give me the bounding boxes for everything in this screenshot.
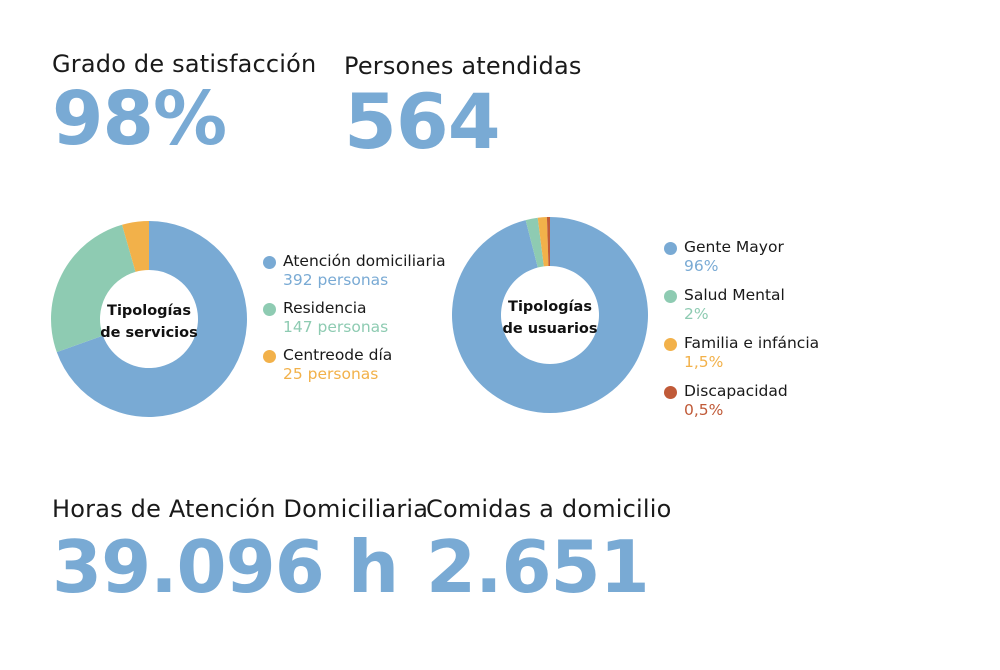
donut-slice-gente-mayor [452, 217, 648, 413]
kpi-satisfaction-label: Grado de satisfacción [52, 50, 317, 78]
legend-servicios: Atención domiciliaria 392 personas Residen… [263, 252, 446, 393]
legend-value: 147 personas [283, 318, 389, 336]
legend-item: Discapacidad 0,5% [664, 382, 819, 420]
donut-slice-familia-e-infáncia [537, 217, 549, 267]
legend-value: 392 personas [283, 271, 389, 289]
legend-item: Gente Mayor 96% [664, 238, 819, 276]
kpi-attended: Persones atendidas 564 [344, 52, 582, 160]
kpi-hours-label: Horas de Atención Domiciliaria [52, 495, 429, 523]
donut-chart-servicios-svg: Tipologías de servicios [51, 221, 248, 417]
legend-label: Discapacidad [684, 382, 788, 400]
kpi-satisfaction-value: 98% [52, 76, 227, 162]
kpi-attended-label: Persones atendidas [344, 52, 582, 80]
kpi-meals-value: 2.651 [426, 525, 650, 609]
legend-usuarios: Gente Mayor 96% Salud Mental 2% Familia e in… [664, 238, 819, 430]
legend-label: Familia e infáncia [684, 334, 820, 352]
legend-item: Centreode día 25 personas [263, 346, 446, 384]
legend-value: 2% [684, 305, 709, 323]
donut-center-label-line: Tipologías [508, 299, 592, 315]
legend-label: Centreode día [283, 346, 393, 364]
legend-item: Atención domiciliaria 392 personas [263, 252, 446, 290]
kpi-satisfaction: Grado de satisfacción 98% [52, 50, 316, 156]
legend-swatch [263, 303, 276, 316]
donut-slice-salud-mental [525, 217, 544, 268]
legend-swatch [664, 242, 677, 255]
donut-slice-centreode-día [122, 221, 149, 272]
legend-label: Gente Mayor [684, 238, 784, 256]
legend-swatch [664, 386, 677, 399]
legend-label: Atención domiciliaria [283, 252, 446, 270]
kpi-hours: Horas de Atención Domiciliaria 39.096 h [52, 495, 428, 603]
donut-slice-residencia [51, 224, 136, 353]
legend-swatch [664, 290, 677, 303]
kpi-attended-value: 564 [344, 77, 501, 166]
kpi-meals: Comidas a domicilio 2.651 [426, 495, 672, 603]
donut-chart-usuarios-svg: Tipologías de usuarios [452, 217, 648, 413]
donut-center-label-line: Tipologías [107, 303, 191, 319]
legend-item: Residencia 147 personas [263, 299, 446, 337]
donut-chart-usuarios: Tipologías de usuarios [452, 217, 648, 413]
donut-center-label-line: de servicios [100, 325, 197, 341]
legend-swatch [263, 256, 276, 269]
legend-value: 1,5% [684, 353, 724, 371]
legend-value: 96% [684, 257, 719, 275]
kpi-meals-label: Comidas a domicilio [426, 495, 672, 523]
legend-label: Salud Mental [684, 286, 785, 304]
legend-swatch [664, 338, 677, 351]
legend-value: 0,5% [684, 401, 724, 419]
legend-value: 25 personas [283, 365, 379, 383]
legend-item: Familia e infáncia 1,5% [664, 334, 819, 372]
legend-item: Salud Mental 2% [664, 286, 819, 324]
donut-slice-discapacidad [546, 217, 550, 267]
donut-chart-servicios: Tipologías de servicios [51, 221, 248, 417]
donut-slice-atención-domiciliaria [56, 221, 248, 417]
legend-label: Residencia [283, 299, 367, 317]
kpi-hours-value: 39.096 h [52, 525, 399, 609]
legend-swatch [263, 350, 276, 363]
donut-center-label-line: de usuarios [502, 321, 597, 337]
